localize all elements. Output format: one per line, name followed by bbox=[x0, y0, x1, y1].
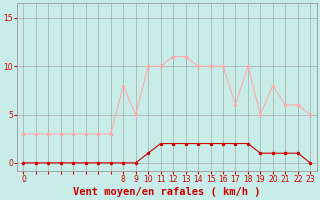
X-axis label: Vent moyen/en rafales ( km/h ): Vent moyen/en rafales ( km/h ) bbox=[73, 187, 261, 197]
